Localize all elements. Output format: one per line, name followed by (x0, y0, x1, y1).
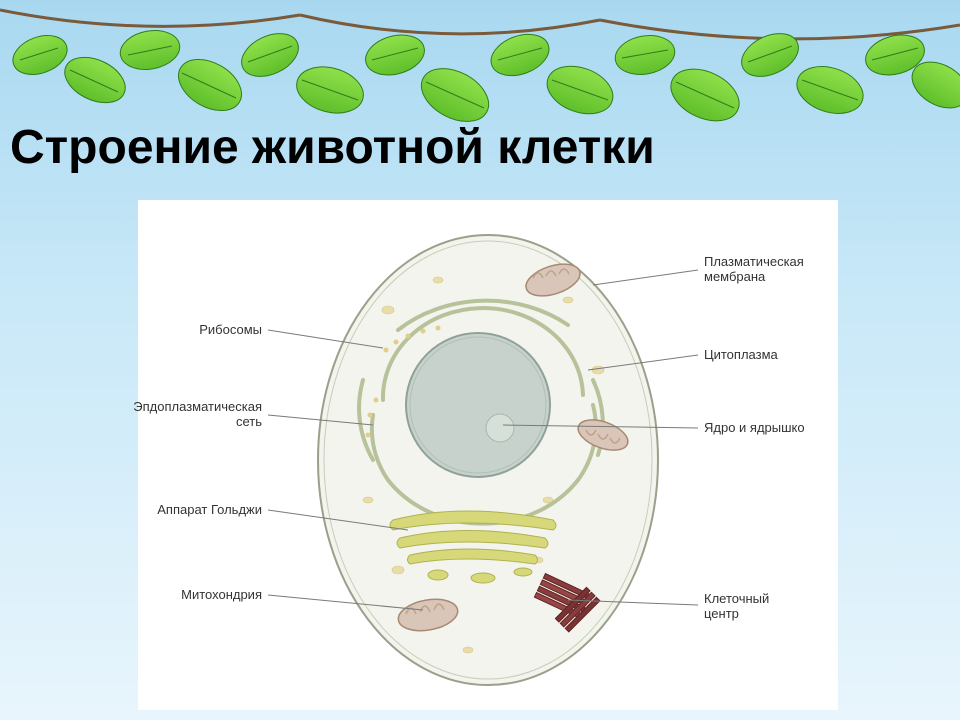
label-endoplasmic-reticulum: Эпдоплазматическая сеть (122, 400, 262, 430)
label-centriole: Клеточный центр (704, 592, 804, 622)
nucleolus (486, 414, 514, 442)
label-nucleus: Ядро и ядрышко (704, 421, 805, 436)
label-plasma-membrane: Плазматическая мембрана (704, 255, 834, 285)
label-golgi: Аппарат Гольджи (157, 503, 262, 518)
page-title: Строение животной клетки (10, 120, 960, 175)
label-mitochondrion: Митохондрия (181, 588, 262, 603)
stage: Строение животной клетки (0, 0, 960, 720)
nucleus (406, 333, 550, 477)
label-cytoplasm: Цитоплазма (704, 348, 778, 363)
cell-diagram: Рибосомы Эпдоплазматическая сеть Аппарат… (138, 200, 838, 710)
label-ribosomes: Рибосомы (199, 323, 262, 338)
